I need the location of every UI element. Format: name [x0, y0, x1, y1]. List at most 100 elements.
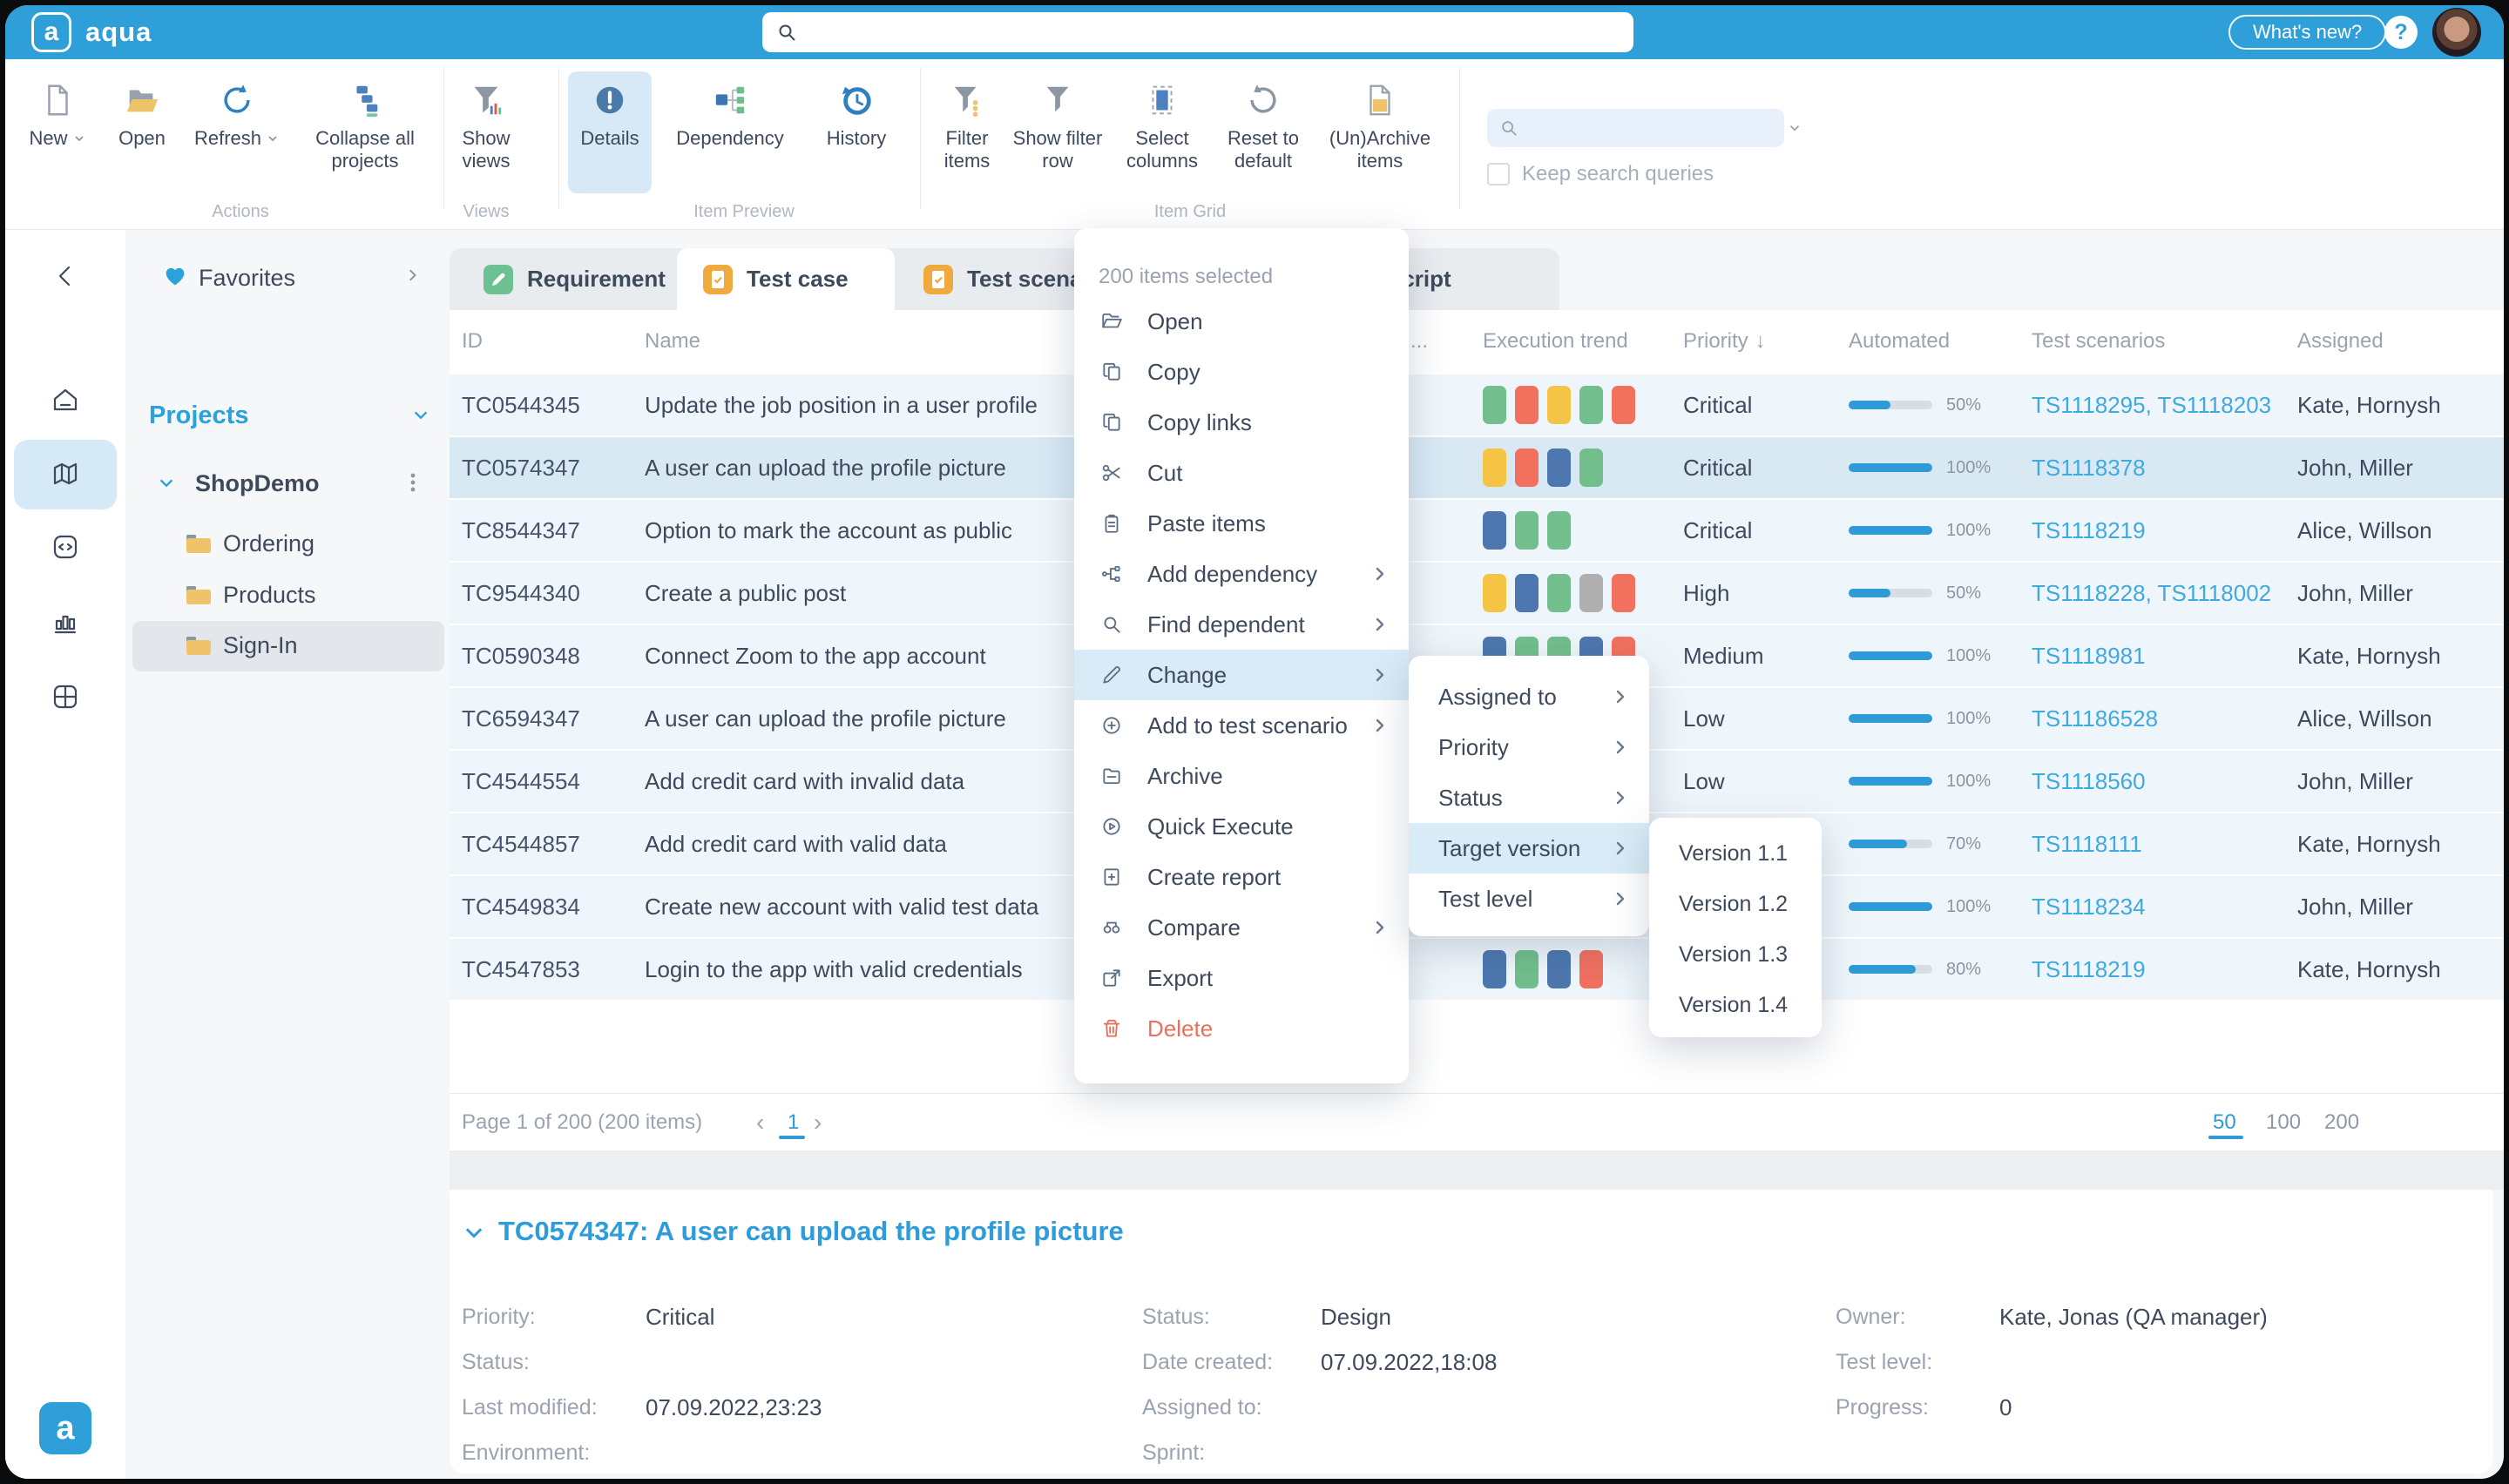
menu-item-cut[interactable]: Cut — [1074, 448, 1409, 498]
details-button[interactable]: Details — [568, 71, 652, 193]
column-header-test-scenarios[interactable]: Test scenarios — [2032, 310, 2166, 373]
menu-item-quick-execute[interactable]: Quick Execute — [1074, 801, 1409, 852]
automation-code-icon[interactable] — [51, 532, 80, 562]
menu-item-create-report[interactable]: Create report — [1074, 852, 1409, 902]
collapse-sidebar-button[interactable] — [51, 261, 80, 291]
user-avatar[interactable] — [2432, 8, 2481, 57]
table-row[interactable]: TC0544345 Update the job position in a us… — [450, 374, 2504, 435]
grid-search-input[interactable] — [1527, 117, 1778, 139]
dependency-button[interactable]: Dependency — [669, 71, 791, 193]
chevron-down-icon[interactable] — [1787, 120, 1802, 136]
test-scenario-link[interactable]: TS1118234 — [2032, 893, 2146, 920]
chevron-down-icon[interactable] — [157, 474, 176, 493]
table-row-selected[interactable]: TC0574347 A user can upload the profile p… — [450, 437, 2504, 498]
execution-trend-chips — [1483, 500, 1571, 561]
table-row[interactable]: TC4547853 Login to the app with valid cre… — [450, 939, 2504, 1000]
submenu-item-priority[interactable]: Priority — [1409, 722, 1649, 772]
history-button[interactable]: History — [813, 71, 900, 193]
help-button[interactable]: ? — [2384, 16, 2418, 49]
test-scenario-link[interactable]: TS1118378 — [2032, 454, 2146, 481]
menu-item-paste[interactable]: Paste items — [1074, 498, 1409, 549]
global-search-input[interactable] — [808, 20, 1620, 44]
reset-to-default-button[interactable]: Reset to default — [1211, 71, 1315, 193]
prev-page-button[interactable]: ‹ — [756, 1109, 765, 1136]
menu-item-delete[interactable]: Delete — [1074, 1003, 1409, 1054]
sidebar-folder-ordering[interactable]: Ordering — [223, 530, 315, 556]
submenu-item-target-version[interactable]: Target version — [1409, 823, 1649, 874]
submenu-item-test-level[interactable]: Test level — [1409, 874, 1649, 924]
version-item-1-3[interactable]: Version 1.3 — [1679, 941, 1789, 967]
show-views-button[interactable]: Show views — [438, 71, 534, 193]
global-search[interactable] — [762, 12, 1633, 52]
column-header-priority[interactable]: Priority ↓ — [1683, 310, 1766, 373]
version-item-1-4[interactable]: Version 1.4 — [1679, 992, 1789, 1017]
home-icon[interactable] — [51, 385, 80, 415]
menu-item-add-dependency[interactable]: Add dependency — [1074, 549, 1409, 599]
column-header-assigned[interactable]: Assigned — [2297, 310, 2384, 373]
column-header-id[interactable]: ID — [462, 310, 483, 373]
collapse-all-projects-button[interactable]: Collapse all projects — [300, 71, 430, 193]
test-scenario-link[interactable]: TS1118228, TS1118002 — [2032, 579, 2272, 606]
menu-item-export[interactable]: Export — [1074, 953, 1409, 1003]
column-header-execution-trend[interactable]: Execution trend — [1483, 310, 1628, 373]
checkbox[interactable] — [1487, 163, 1510, 186]
column-header-more[interactable]: ... — [1410, 310, 1429, 373]
page-size-50[interactable]: 50 — [2213, 1110, 2236, 1134]
projects-map-icon[interactable] — [51, 459, 80, 489]
menu-item-archive[interactable]: Archive — [1074, 751, 1409, 801]
menu-item-open[interactable]: Open — [1074, 296, 1409, 347]
sidebar-folder-signin[interactable]: Sign-In — [223, 632, 298, 658]
next-page-button[interactable]: › — [814, 1109, 822, 1136]
projects-header[interactable]: Projects — [149, 401, 249, 429]
submenu-item-assigned-to[interactable]: Assigned to — [1409, 671, 1649, 722]
menu-item-change[interactable]: Change — [1074, 650, 1409, 700]
filter-items-button[interactable]: Filter items — [923, 71, 1011, 193]
tab-requirement[interactable]: Requirement — [464, 248, 685, 310]
page-size-100[interactable]: 100 — [2266, 1110, 2302, 1134]
open-button[interactable]: Open — [105, 71, 179, 193]
select-columns-button[interactable]: Select columns — [1110, 71, 1214, 193]
page-size-200[interactable]: 200 — [2324, 1110, 2360, 1134]
test-scenario-link[interactable]: TS1118219 — [2032, 516, 2146, 543]
show-filter-row-button[interactable]: Show filter row — [1005, 71, 1110, 193]
favorites-label[interactable]: Favorites — [199, 265, 296, 291]
table-row[interactable]: TC8544347 Option to mark the account as p… — [450, 500, 2504, 561]
reports-chart-icon[interactable] — [51, 609, 80, 638]
test-scenario-link[interactable]: TS11186528 — [2032, 705, 2159, 732]
version-item-1-1[interactable]: Version 1.1 — [1679, 840, 1789, 866]
project-root[interactable]: ShopDemo — [195, 470, 320, 496]
current-page[interactable]: 1 — [788, 1110, 800, 1134]
group-caption-item-grid: Item Grid — [1153, 202, 1227, 221]
version-item-1-2[interactable]: Version 1.2 — [1679, 891, 1789, 916]
chevron-down-icon[interactable] — [411, 406, 430, 425]
chevron-down-icon — [74, 136, 84, 142]
keep-search-queries[interactable]: Keep search queries — [1487, 162, 1714, 186]
test-scenario-link[interactable]: TS1118111 — [2032, 830, 2142, 857]
submenu-item-status[interactable]: Status — [1409, 772, 1649, 823]
detail-title[interactable]: TC0574347: A user can upload the profile… — [498, 1216, 1124, 1246]
test-scenario-link[interactable]: TS1118219 — [2032, 955, 2146, 982]
collapse-detail-chevron-icon[interactable] — [462, 1221, 486, 1245]
test-scenario-link[interactable]: TS1118295, TS1118203 — [2032, 391, 2272, 418]
new-button[interactable]: New — [21, 71, 94, 193]
test-scenario-link[interactable]: TS1118981 — [2032, 642, 2146, 669]
test-scenario-link[interactable]: TS1118560 — [2032, 767, 2146, 794]
unarchive-items-button[interactable]: (Un)Archive items — [1319, 71, 1441, 193]
menu-item-copy-links[interactable]: Copy links — [1074, 397, 1409, 448]
menu-item-copy[interactable]: Copy — [1074, 347, 1409, 397]
column-header-name[interactable]: Name — [645, 310, 701, 373]
grid-search[interactable] — [1487, 109, 1800, 147]
whats-new-button[interactable]: What's new? — [2228, 15, 2387, 50]
refresh-button[interactable]: Refresh — [188, 71, 286, 193]
kebab-menu-icon[interactable] — [402, 470, 423, 495]
menu-item-add-to-test-scenario[interactable]: Add to test scenario — [1074, 700, 1409, 751]
column-header-automated[interactable]: Automated — [1849, 310, 1951, 373]
app-window: a aqua What's new? ? New Open Refresh Co… — [5, 5, 2504, 1479]
menu-item-find-dependent[interactable]: Find dependent — [1074, 599, 1409, 650]
sidebar-folder-products[interactable]: Products — [223, 582, 316, 608]
table-row[interactable]: TC9544340 Create a public post High 50% T… — [450, 563, 2504, 624]
grid-view-icon[interactable] — [51, 682, 80, 712]
chevron-right-icon[interactable] — [404, 266, 422, 284]
menu-item-compare[interactable]: Compare — [1074, 902, 1409, 953]
tab-test-case[interactable]: Test case — [677, 248, 895, 310]
